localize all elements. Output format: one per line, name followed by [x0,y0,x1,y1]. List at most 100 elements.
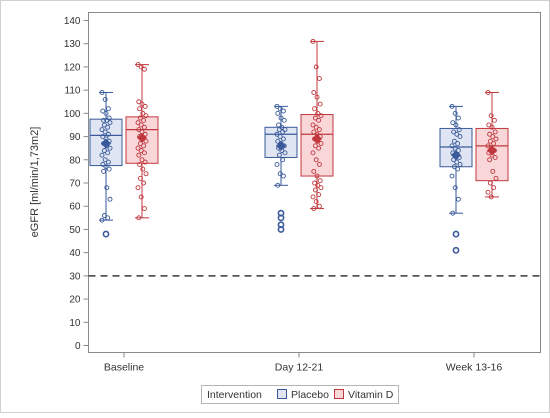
mean-marker [275,140,287,151]
data-point [99,127,105,133]
x-axis: Baseline Day 12-21 Week 13-16 [104,352,503,374]
data-point [135,120,141,126]
data-point [136,99,142,105]
data-point [318,113,324,119]
data-point [312,180,318,186]
data-point [487,157,493,163]
data-point [136,152,142,158]
data-point [453,122,459,128]
data-point [143,138,149,144]
data-point [490,134,496,140]
data-point [274,103,280,109]
data-point [485,90,491,95]
legend: Intervention Placebo Vitamin D [201,385,399,404]
data-point [315,182,321,188]
data-point [317,178,323,184]
data-point [318,185,324,191]
data-point [455,115,461,121]
data-point [137,115,143,121]
legend-swatch-placebo [277,389,287,399]
data-point [103,110,109,116]
data-point [312,106,318,112]
data-point [141,180,147,186]
data-point [485,143,491,149]
data-point [278,115,284,121]
data-point [454,159,460,165]
y-axis: 0 10 20 30 40 50 60 70 80 90 100 110 120 130 140 [64,16,89,352]
y-tick-label-110: 110 [65,86,81,97]
y-tick-label-120: 120 [64,62,81,73]
data-point [141,66,147,72]
data-point [99,217,105,223]
x-category-label: Baseline [104,362,144,374]
data-point [450,210,456,216]
data-point [276,127,282,133]
data-point [280,173,286,179]
data-point [140,110,146,116]
data-point [310,150,316,156]
y-tick-label-30: 30 [69,271,81,282]
data-point [493,136,499,142]
data-point [101,117,107,123]
data-point [141,124,147,130]
data-point [311,129,317,135]
data-point [135,62,141,68]
data-point [105,159,111,165]
data-point [276,122,282,128]
data-point [314,94,320,100]
data-point [486,122,492,128]
data-point [141,117,147,123]
data-point [277,171,283,177]
legend-box [201,385,399,404]
x-category-label: Week 13-16 [446,362,503,374]
data-point [103,164,109,170]
data-point [452,110,458,116]
box-group-vitamin-d-2 [475,90,509,200]
data-point [488,194,494,200]
y-tick-label-100: 100 [64,109,81,120]
data-point [314,173,320,179]
y-tick-label-10: 10 [69,318,81,329]
data-point [454,131,460,137]
data-point [135,145,141,151]
data-point [142,103,148,109]
data-point [317,101,323,107]
data-point [452,185,458,191]
outlier-point [277,214,285,222]
data-point [449,103,455,109]
data-point [141,206,147,211]
data-point [137,141,143,146]
legend-label-vitamin-d: Vitamin D [348,389,394,401]
data-point [275,110,281,116]
data-point [280,108,286,114]
data-point [99,90,105,95]
box-group-placebo-2 [439,103,473,254]
data-point [456,127,462,133]
data-point [316,161,322,167]
data-point [450,120,456,126]
data-point [275,138,281,144]
data-point [313,199,319,205]
data-point [107,196,113,202]
data-point [457,134,463,140]
box-group-placebo-1 [264,103,298,233]
data-point [138,148,144,153]
data-point [282,150,288,156]
data-point [136,127,142,133]
data-point [99,152,105,158]
data-point [312,143,318,149]
legend-swatch-vitamin-d [334,389,344,399]
data-point [488,113,494,119]
box-group-placebo-0 [89,90,123,238]
data-point [138,64,144,70]
data-point [449,173,455,179]
data-point [316,145,322,151]
legend-title: Intervention [207,389,262,401]
data-point [316,127,322,133]
data-point [140,166,146,172]
data-point [310,194,316,200]
y-tick-label-70: 70 [69,179,81,190]
data-point [137,106,143,112]
data-point [451,129,457,135]
